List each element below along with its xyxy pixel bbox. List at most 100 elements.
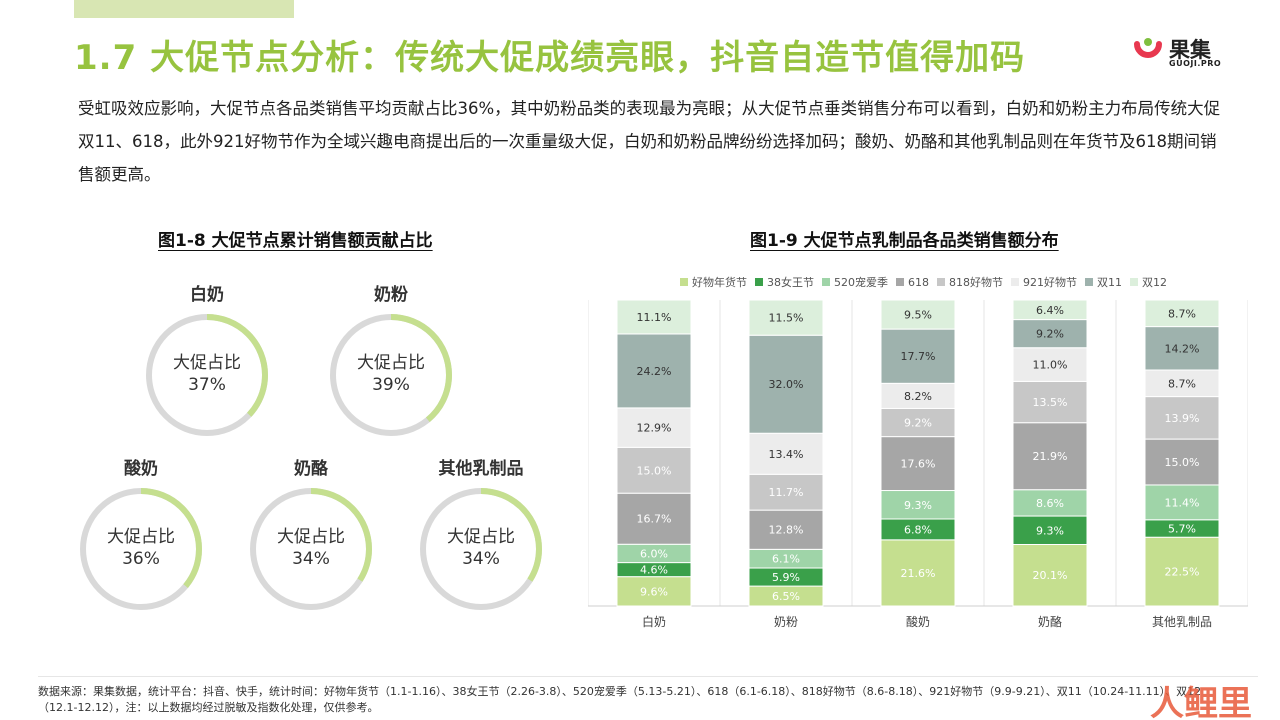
bar-data-label: 24.2%: [637, 365, 672, 378]
bar-data-label: 9.6%: [640, 585, 668, 598]
bar-segment: [748, 473, 824, 511]
bar-data-label: 15.0%: [1165, 456, 1200, 469]
legend-label: 520宠爱季: [834, 276, 888, 289]
donut-center-text: 大促占比 39%: [326, 352, 456, 396]
bar-chart-title: 图1-9 大促节点乳制品各品类销售额分布: [750, 231, 1059, 251]
bar-data-label: 20.1%: [1033, 569, 1068, 582]
bar-data-label: 15.0%: [637, 464, 672, 477]
donut-ring: 大促占比 37%: [142, 310, 272, 440]
bar-data-label: 13.5%: [1033, 396, 1068, 409]
corner-watermark: 人鲤里: [1150, 684, 1252, 720]
donut-center-text: 大促占比 34%: [416, 526, 546, 570]
brand-logo: 果集 GUOJI.PRO: [1133, 34, 1263, 74]
donut-category-label: 其他乳制品: [438, 459, 524, 479]
intro-paragraph: 受虹吸效应影响，大促节点各品类销售平均贡献占比36%，其中奶粉品类的表现最为亮眼…: [78, 99, 1221, 184]
bar-data-label: 21.9%: [1033, 450, 1068, 463]
donut-value-arc: [250, 488, 372, 610]
donut-center-text: 大促占比 37%: [142, 352, 272, 396]
bar-segment: [1144, 484, 1220, 521]
bar-data-label: 9.5%: [904, 309, 932, 322]
bar-segment: [748, 299, 824, 336]
donut-center-caption: 大促占比: [357, 353, 425, 373]
bar-data-label: 13.4%: [769, 448, 804, 461]
bar-segment: [1012, 319, 1088, 349]
bar-segment: [748, 509, 824, 550]
logo-mark-icon: [1134, 38, 1162, 58]
donut-ring: 大促占比 34%: [416, 484, 546, 614]
donut-chart-title: 图1-8 大促节点累计销售额贡献占比: [158, 231, 433, 251]
bar-segment: [616, 492, 692, 545]
donut-category-label: 奶酪: [294, 459, 328, 479]
legend-item: 618: [896, 274, 929, 290]
legend-label: 618: [908, 275, 929, 289]
donut-category-label: 酸奶: [124, 459, 158, 479]
bar-data-label: 22.5%: [1165, 566, 1200, 579]
bar-segment: [1144, 396, 1220, 440]
bar-data-label: 8.7%: [1168, 377, 1196, 390]
top-accent-bar: [74, 0, 294, 18]
legend-swatch: [1011, 278, 1019, 286]
donut-center-caption: 大促占比: [447, 527, 515, 547]
legend-item: 921好物节: [1011, 274, 1077, 290]
legend-item: 双12: [1130, 274, 1167, 290]
donut-ring: 大促占比 36%: [76, 484, 206, 614]
x-tick-label: 奶酪: [1038, 614, 1062, 629]
bar-segment: [616, 446, 692, 494]
x-tick-label: 其他乳制品: [1152, 615, 1212, 629]
legend-label: 818好物节: [949, 276, 1003, 289]
legend-item: 38女王节: [755, 274, 814, 290]
bar-data-label: 6.1%: [772, 553, 800, 566]
bar-data-label: 8.7%: [1168, 307, 1196, 320]
footer-divider: [38, 676, 1258, 677]
source-note: 数据来源：果集数据，统计平台：抖音、快手，统计时间：好物年货节（1.1-1.16…: [38, 685, 1202, 714]
donut-percent-label: 34%: [462, 549, 500, 569]
bar-segment: [1012, 489, 1088, 517]
donut-center-text: 大促占比 36%: [76, 526, 206, 570]
bar-data-label: 8.6%: [1036, 497, 1064, 510]
donut-value-arc: [146, 314, 268, 436]
donut-percent-label: 34%: [292, 549, 330, 569]
legend-label: 38女王节: [767, 276, 814, 289]
legend-label: 双12: [1142, 276, 1167, 289]
bar-data-label: 16.7%: [637, 513, 672, 526]
bar-data-label: 9.2%: [904, 417, 932, 430]
donut-percent-label: 37%: [188, 375, 226, 395]
bar-data-label: 11.1%: [637, 311, 672, 324]
logo-subtext: GUOJI.PRO: [1169, 59, 1222, 68]
bar-data-label: 11.0%: [1033, 359, 1068, 372]
legend-item: 818好物节: [937, 274, 1003, 290]
legend-label: 双11: [1097, 276, 1122, 289]
bar-chart-legend: 好物年货节 38女王节 520宠爱季 618 818好物节 921好物节 双11 双12: [680, 274, 1167, 290]
donut-ring: 大促占比 39%: [326, 310, 456, 440]
bar-data-label: 32.0%: [769, 378, 804, 391]
bar-segment: [1144, 369, 1220, 398]
bar-data-label: 14.2%: [1165, 342, 1200, 355]
donut-value-arc: [420, 488, 542, 610]
legend-label: 921好物节: [1023, 276, 1077, 289]
donut-category-label: 奶粉: [374, 285, 408, 305]
bar-data-label: 11.7%: [769, 486, 804, 499]
bar-segment: [1012, 422, 1088, 491]
legend-swatch: [680, 278, 688, 286]
bar-segment: [880, 490, 956, 520]
donut-center-caption: 大促占比: [173, 353, 241, 373]
x-tick-label: 白奶: [642, 614, 666, 629]
legend-swatch: [1130, 278, 1138, 286]
donut-center-text: 大促占比 34%: [246, 526, 376, 570]
legend-swatch: [755, 278, 763, 286]
bar-segment: [1012, 543, 1088, 607]
legend-item: 好物年货节: [680, 274, 747, 290]
bar-data-label: 5.9%: [772, 571, 800, 584]
legend-item: 双11: [1085, 274, 1122, 290]
x-tick-label: 奶粉: [774, 615, 798, 629]
bar-segment: [880, 328, 956, 384]
bar-segment: [616, 407, 692, 448]
bar-segment: [1144, 299, 1220, 328]
legend-swatch: [937, 278, 945, 286]
bar-segment: [616, 299, 692, 335]
bar-data-label: 6.5%: [772, 590, 800, 603]
bar-segment: [748, 432, 824, 475]
bar-data-label: 11.5%: [769, 312, 804, 325]
page-title: 1.7 大促节点分析：传统大促成绩亮眼，抖音自造节值得加码: [74, 38, 1026, 78]
bar-data-label: 17.7%: [901, 350, 936, 363]
